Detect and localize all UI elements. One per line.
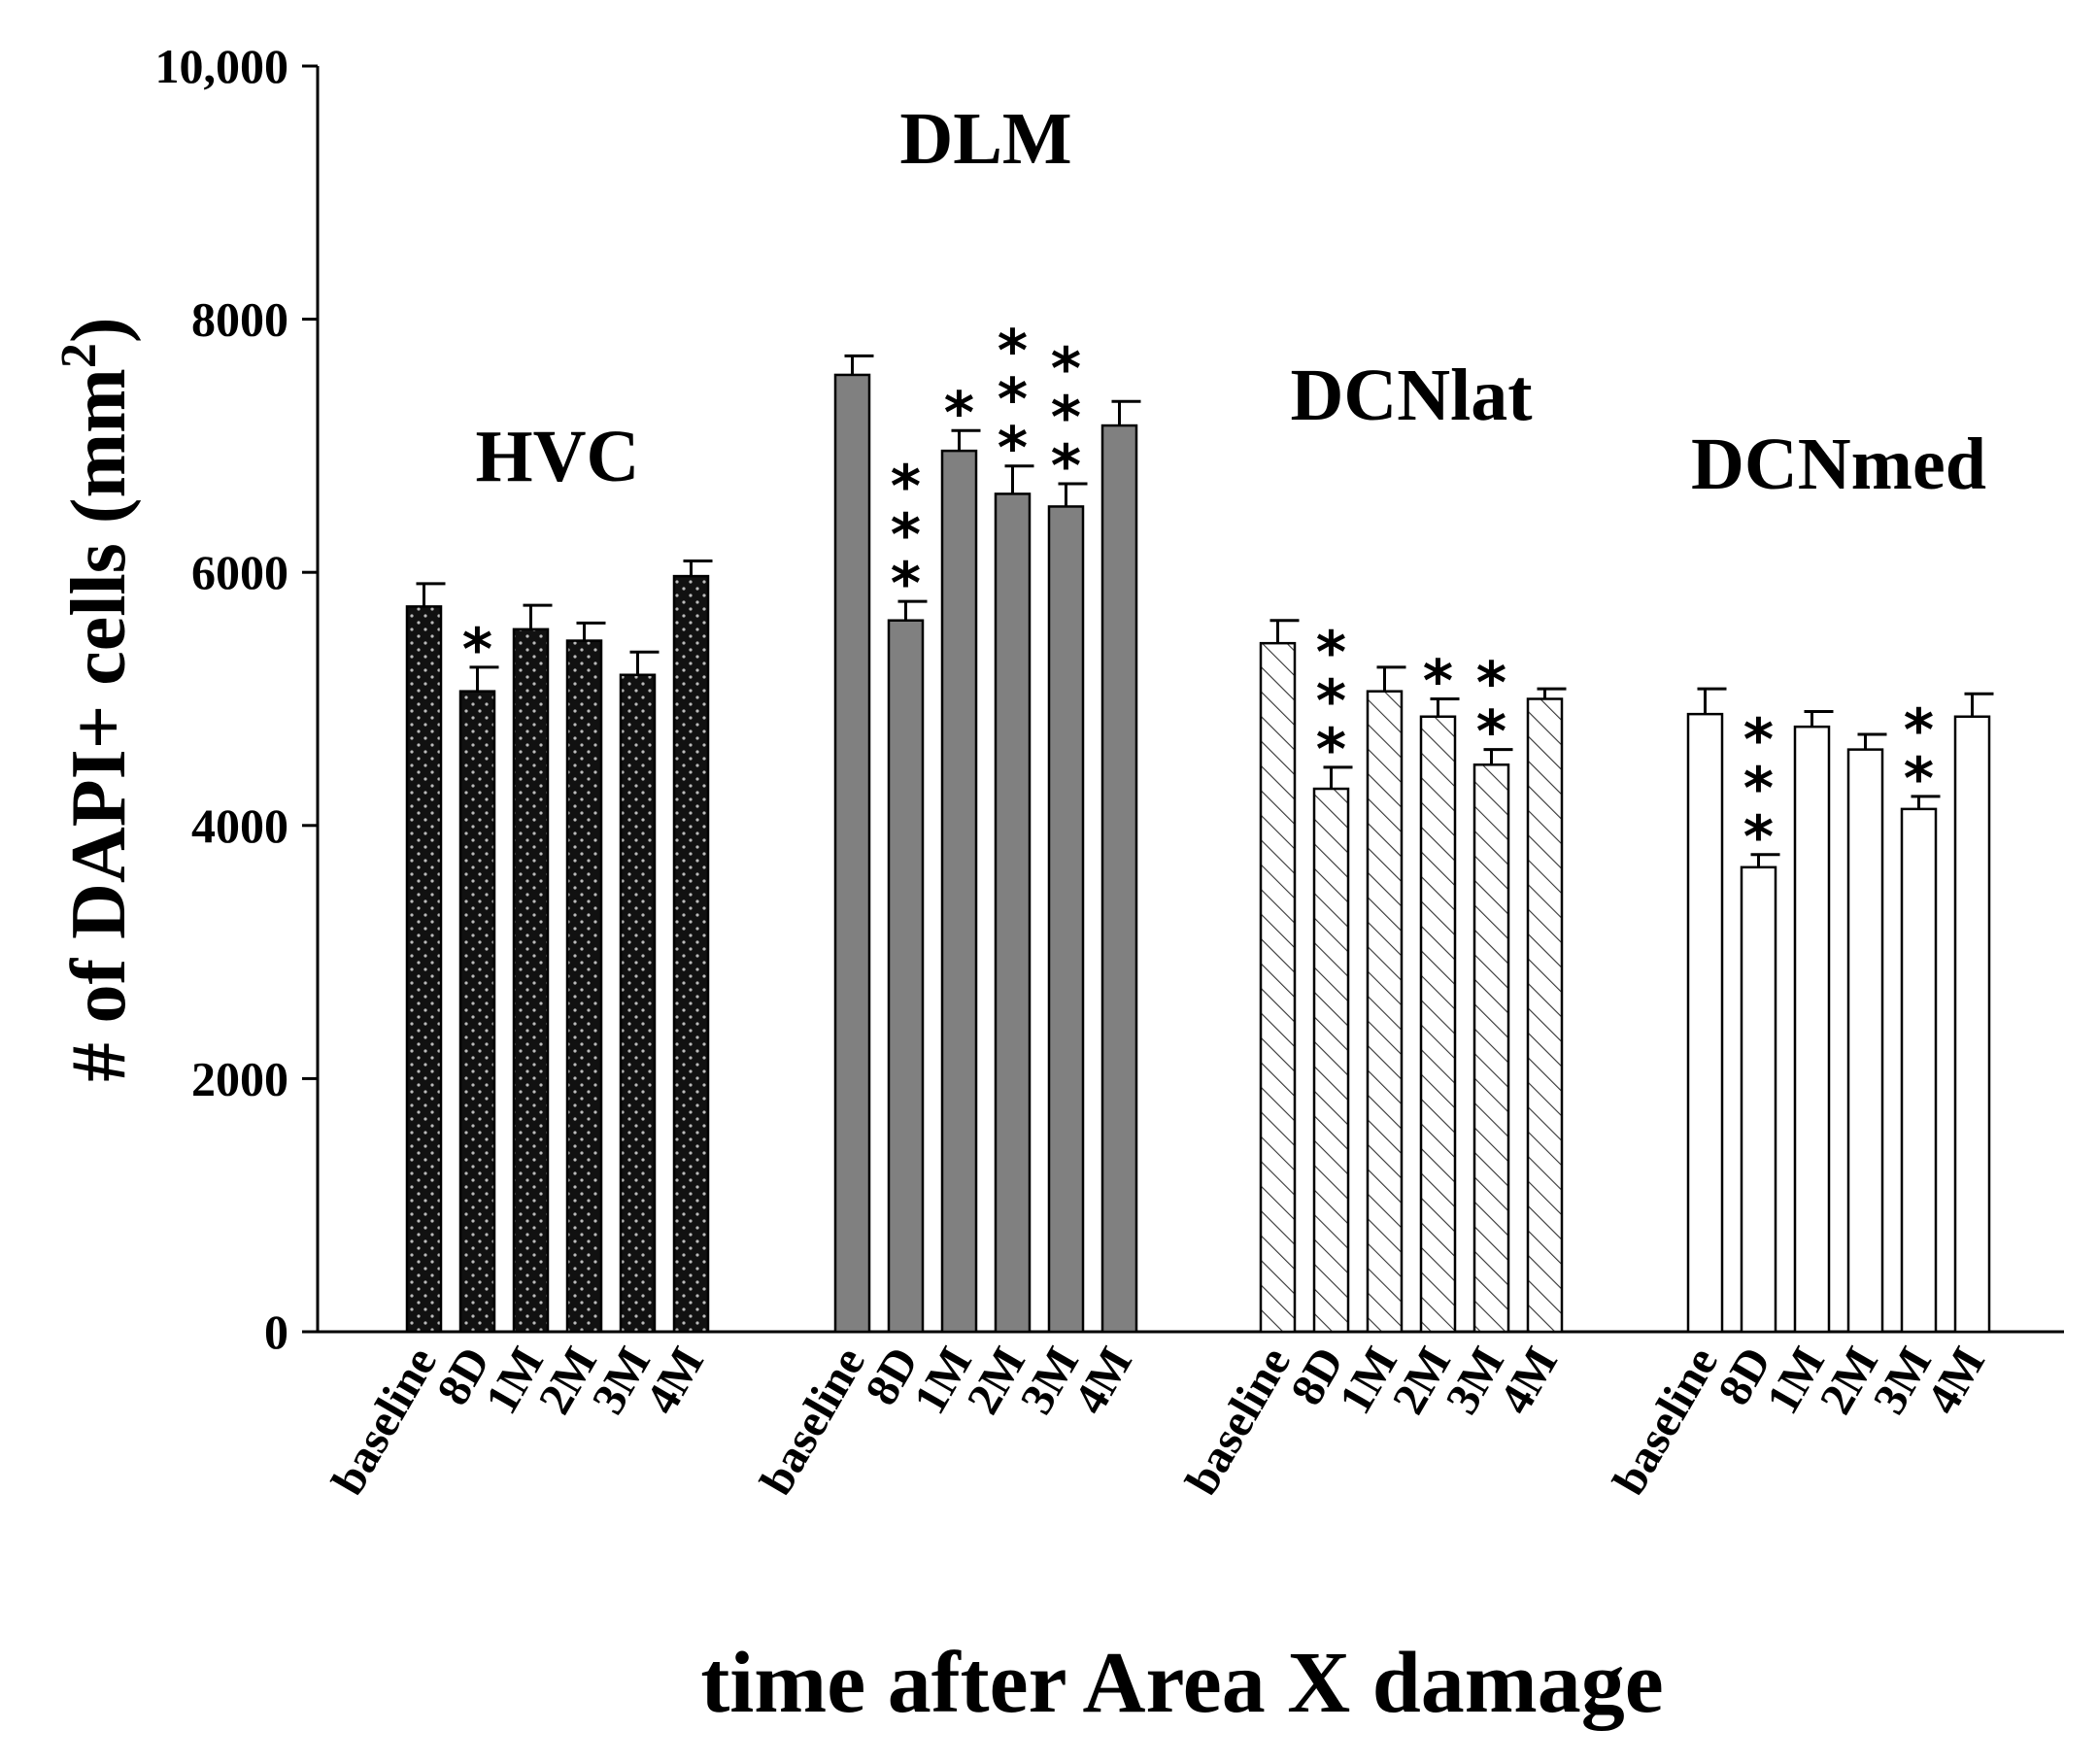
bar-dcnmed-4m [1953, 715, 1991, 1334]
axes: 0 2000 4000 6000 8000 10,000 [155, 39, 2064, 1359]
bar-dcnmed-2m [1846, 748, 1884, 1334]
group-label-dcnlat: DCNlat [1290, 355, 1532, 436]
significance-star: * [891, 501, 921, 569]
y-tick-label: 8000 [191, 292, 288, 347]
significance-star: * [1743, 803, 1774, 871]
x-tick-label: 4M [1916, 1339, 1995, 1423]
bar-dlm-baseline [833, 373, 871, 1334]
bar-dlm-8d [887, 619, 925, 1334]
y-tick-label: 10,000 [155, 39, 289, 93]
significance-star: * [1476, 698, 1506, 766]
bar-dcnlat-2m [1419, 715, 1457, 1334]
group-dcnmed: ***** [1686, 687, 1994, 1334]
bar-hvc-8d [458, 690, 496, 1334]
y-tick-label: 2000 [191, 1051, 288, 1105]
significance-star: * [891, 550, 921, 618]
x-tick-label: baseline [321, 1339, 447, 1504]
bar-dlm-1m [940, 449, 978, 1334]
x-tick-label: 4M [635, 1339, 714, 1423]
significance-star: * [1904, 696, 1934, 764]
y-tick-label: 4000 [191, 798, 288, 853]
group-label-hvc: HVC [476, 416, 640, 497]
bar-dcnmed-baseline [1686, 712, 1724, 1334]
x-axis-title: time after Area X damage [700, 1635, 1663, 1731]
significance-star: * [1423, 648, 1453, 716]
bar-dcnlat-baseline [1259, 641, 1297, 1334]
bar-hvc-4m [672, 574, 710, 1334]
significance-star: * [1316, 716, 1346, 784]
x-tick-label: 4M [1489, 1339, 1568, 1423]
significance-star: * [1316, 619, 1346, 687]
significance-star: * [944, 379, 974, 447]
y-tick-label: 6000 [191, 545, 288, 599]
significance-star: * [1904, 745, 1934, 813]
significance-star: * [1743, 706, 1774, 774]
group-label-dcnmed: DCNmed [1691, 424, 1986, 505]
significance-star: * [1476, 650, 1506, 718]
significance-star: * [1316, 667, 1346, 735]
significance-star: * [1051, 384, 1081, 452]
significance-star: * [1051, 432, 1081, 500]
x-tick-label: 4M [1064, 1339, 1142, 1423]
bar-hvc-baseline [405, 605, 443, 1334]
significance-star: * [998, 366, 1028, 434]
bar-dcnmed-1m [1793, 725, 1831, 1334]
bar-dcnlat-3m [1472, 763, 1510, 1334]
y-axis-title: # of DAPI+ cells (mm2) [51, 318, 142, 1082]
bar-hvc-2m [565, 639, 603, 1334]
bar-dcnmed-3m [1900, 807, 1938, 1334]
bar-dcnmed-8d [1740, 865, 1777, 1334]
x-tick-label: baseline [1175, 1339, 1301, 1504]
bar-hvc-3m [619, 673, 657, 1334]
group-dcnlat: *** *** [1259, 619, 1567, 1334]
significance-star: * [998, 415, 1028, 483]
bar-dlm-4m [1100, 424, 1138, 1334]
x-tick-label: baseline [1603, 1339, 1728, 1504]
bar-dcnlat-4m [1526, 697, 1564, 1334]
significance-star: * [891, 453, 921, 521]
significance-star: * [462, 616, 492, 684]
significance-star: * [1051, 335, 1081, 403]
bar-hvc-1m [512, 628, 550, 1334]
bar-dlm-2m [994, 492, 1032, 1334]
group-hvc: * [405, 559, 713, 1334]
bar-dcnlat-1m [1366, 690, 1404, 1334]
y-tick-label: 0 [264, 1305, 288, 1359]
bar-dcnlat-8d [1312, 787, 1350, 1334]
significance-star: * [1743, 755, 1774, 823]
group-label-dlm: DLM [899, 98, 1071, 180]
bars: ************** ******** [405, 318, 1994, 1334]
bar-dlm-3m [1047, 505, 1085, 1334]
group-dlm: ********** [833, 318, 1141, 1334]
x-tick-label: baseline [750, 1339, 875, 1504]
significance-star: * [998, 318, 1028, 386]
